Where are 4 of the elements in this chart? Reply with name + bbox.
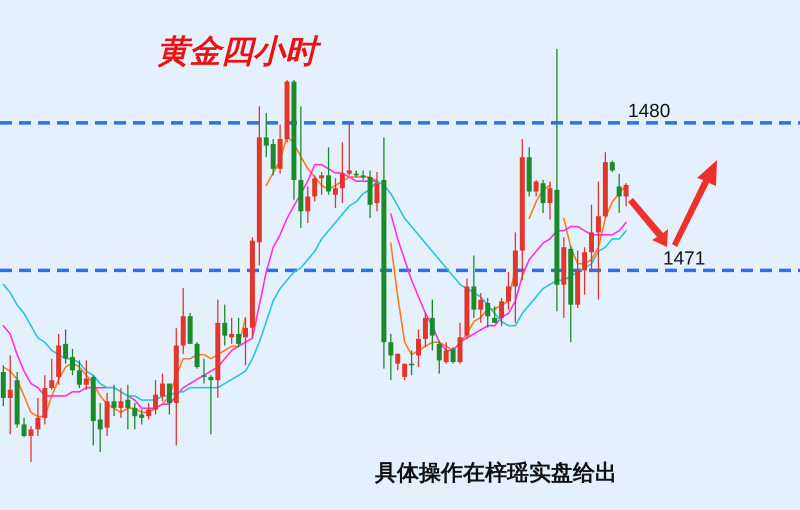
chart-title: 黄金四小时	[157, 32, 322, 70]
annotation: 1480	[628, 100, 670, 122]
annotation: 1471	[663, 248, 706, 270]
annotation: 具体操作在梓瑶实盘给出	[374, 460, 617, 486]
